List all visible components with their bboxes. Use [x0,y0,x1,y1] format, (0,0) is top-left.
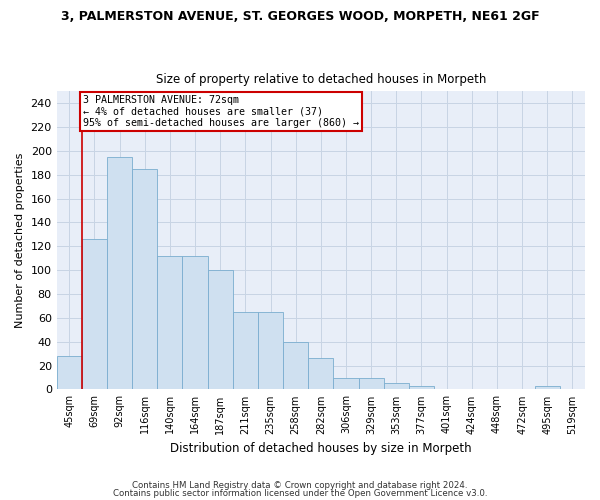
Text: 3 PALMERSTON AVENUE: 72sqm
← 4% of detached houses are smaller (37)
95% of semi-: 3 PALMERSTON AVENUE: 72sqm ← 4% of detac… [83,95,359,128]
Title: Size of property relative to detached houses in Morpeth: Size of property relative to detached ho… [155,73,486,86]
Bar [233,312,258,390]
Bar [157,256,182,390]
Bar [182,256,208,390]
Bar [308,358,334,390]
Text: Contains HM Land Registry data © Crown copyright and database right 2024.: Contains HM Land Registry data © Crown c… [132,481,468,490]
Y-axis label: Number of detached properties: Number of detached properties [15,152,25,328]
X-axis label: Distribution of detached houses by size in Morpeth: Distribution of detached houses by size … [170,442,472,455]
Bar [384,384,409,390]
Bar [258,312,283,390]
Bar [409,386,434,390]
Text: 3, PALMERSTON AVENUE, ST. GEORGES WOOD, MORPETH, NE61 2GF: 3, PALMERSTON AVENUE, ST. GEORGES WOOD, … [61,10,539,23]
Bar [283,342,308,390]
Bar [208,270,233,390]
Bar [56,356,82,390]
Bar [107,157,132,390]
Bar [132,169,157,390]
Bar [334,378,359,390]
Bar [82,239,107,390]
Text: Contains public sector information licensed under the Open Government Licence v3: Contains public sector information licen… [113,488,487,498]
Bar [359,378,384,390]
Bar [535,386,560,390]
